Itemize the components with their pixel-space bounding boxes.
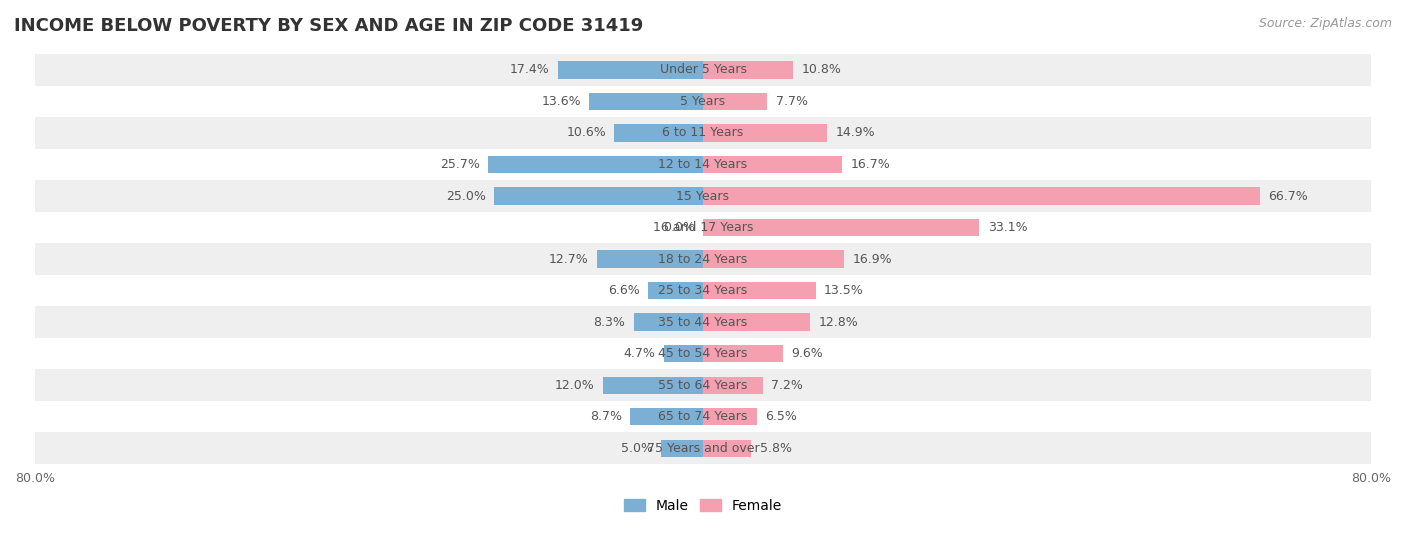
Text: 13.5%: 13.5%: [824, 284, 863, 297]
Bar: [35, 86, 1371, 117]
Text: 17.4%: 17.4%: [509, 63, 550, 77]
Bar: [495, 187, 703, 205]
Text: 12 to 14 Years: 12 to 14 Years: [658, 158, 748, 171]
Bar: [648, 282, 703, 299]
Bar: [703, 219, 980, 236]
Bar: [598, 250, 703, 268]
Text: 7.7%: 7.7%: [776, 95, 807, 108]
Bar: [35, 54, 1371, 86]
Bar: [661, 439, 703, 457]
Text: 8.3%: 8.3%: [593, 316, 626, 329]
Text: 66.7%: 66.7%: [1268, 190, 1308, 202]
Bar: [630, 408, 703, 425]
Bar: [589, 93, 703, 110]
Text: 5.0%: 5.0%: [621, 442, 652, 455]
Text: 25.0%: 25.0%: [446, 190, 486, 202]
Bar: [35, 306, 1371, 338]
Text: 12.7%: 12.7%: [548, 253, 589, 266]
Text: Under 5 Years: Under 5 Years: [659, 63, 747, 77]
Text: 25.7%: 25.7%: [440, 158, 479, 171]
Text: 8.7%: 8.7%: [591, 410, 621, 423]
Bar: [35, 401, 1371, 433]
Text: 13.6%: 13.6%: [541, 95, 581, 108]
Text: 6 to 11 Years: 6 to 11 Years: [662, 126, 744, 139]
Text: 45 to 54 Years: 45 to 54 Years: [658, 347, 748, 360]
Text: 65 to 74 Years: 65 to 74 Years: [658, 410, 748, 423]
Bar: [703, 314, 810, 331]
Text: 12.8%: 12.8%: [818, 316, 858, 329]
Text: 16.9%: 16.9%: [852, 253, 891, 266]
Text: 5 Years: 5 Years: [681, 95, 725, 108]
Text: Source: ZipAtlas.com: Source: ZipAtlas.com: [1258, 17, 1392, 30]
Text: INCOME BELOW POVERTY BY SEX AND AGE IN ZIP CODE 31419: INCOME BELOW POVERTY BY SEX AND AGE IN Z…: [14, 17, 644, 35]
Bar: [614, 124, 703, 141]
Text: 75 Years and over: 75 Years and over: [647, 442, 759, 455]
Text: 10.6%: 10.6%: [567, 126, 606, 139]
Text: 55 to 64 Years: 55 to 64 Years: [658, 378, 748, 392]
Bar: [703, 439, 751, 457]
Bar: [35, 180, 1371, 212]
Bar: [703, 187, 1260, 205]
Text: 0.0%: 0.0%: [662, 221, 695, 234]
Text: 16.7%: 16.7%: [851, 158, 890, 171]
Bar: [35, 433, 1371, 464]
Bar: [35, 149, 1371, 180]
Text: 6.5%: 6.5%: [766, 410, 797, 423]
Text: 5.8%: 5.8%: [759, 442, 792, 455]
Text: 18 to 24 Years: 18 to 24 Years: [658, 253, 748, 266]
Text: 25 to 34 Years: 25 to 34 Years: [658, 284, 748, 297]
Legend: Male, Female: Male, Female: [619, 494, 787, 519]
Bar: [35, 212, 1371, 243]
Text: 33.1%: 33.1%: [988, 221, 1028, 234]
Bar: [488, 156, 703, 173]
Bar: [703, 250, 844, 268]
Text: 9.6%: 9.6%: [792, 347, 824, 360]
Text: 14.9%: 14.9%: [835, 126, 876, 139]
Bar: [703, 156, 842, 173]
Bar: [703, 345, 783, 362]
Text: 15 Years: 15 Years: [676, 190, 730, 202]
Bar: [664, 345, 703, 362]
Text: 7.2%: 7.2%: [772, 378, 803, 392]
Bar: [703, 408, 758, 425]
Bar: [35, 117, 1371, 149]
Bar: [703, 124, 827, 141]
Bar: [703, 61, 793, 79]
Text: 12.0%: 12.0%: [555, 378, 595, 392]
Bar: [35, 243, 1371, 275]
Bar: [558, 61, 703, 79]
Bar: [634, 314, 703, 331]
Text: 6.6%: 6.6%: [607, 284, 640, 297]
Bar: [35, 338, 1371, 369]
Bar: [603, 377, 703, 394]
Bar: [703, 93, 768, 110]
Bar: [35, 369, 1371, 401]
Text: 10.8%: 10.8%: [801, 63, 841, 77]
Bar: [35, 275, 1371, 306]
Bar: [703, 377, 763, 394]
Text: 4.7%: 4.7%: [623, 347, 655, 360]
Bar: [703, 282, 815, 299]
Text: 16 and 17 Years: 16 and 17 Years: [652, 221, 754, 234]
Text: 35 to 44 Years: 35 to 44 Years: [658, 316, 748, 329]
